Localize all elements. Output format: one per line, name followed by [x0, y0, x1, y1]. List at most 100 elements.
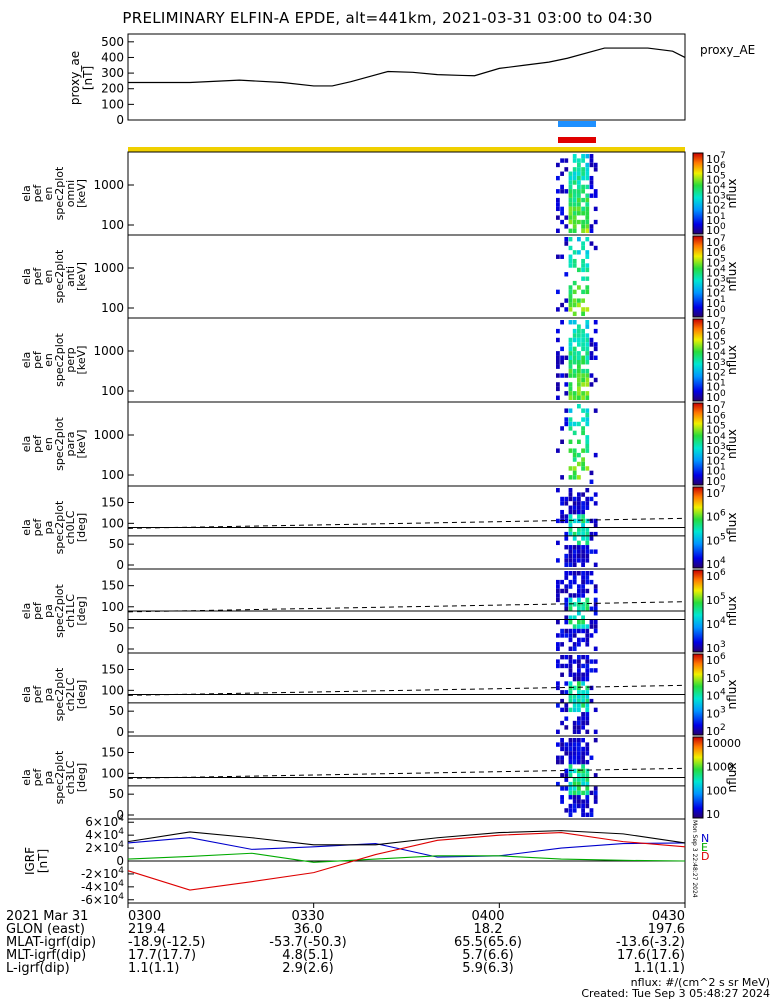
- spectrogram-cell: [560, 746, 564, 752]
- orbit-yellow-bar: [128, 147, 685, 152]
- spectrogram-cell: [572, 421, 577, 427]
- spectrogram-cell: [589, 536, 594, 541]
- spectrogram-cell: [593, 167, 598, 172]
- spectrogram-cell: [585, 571, 590, 576]
- spectrogram-cell: [577, 193, 581, 198]
- ephemeris-value: 197.6: [648, 922, 685, 937]
- spectrogram-cell: [564, 514, 569, 519]
- spectrogram-cell: [581, 628, 585, 634]
- spectrogram-cell: [568, 171, 573, 176]
- igrf-legend-D: D: [701, 850, 709, 863]
- spectrogram-cell: [568, 694, 573, 699]
- pa-anti-losscone-line: [127, 517, 686, 529]
- spectrogram-ylabel-line: pa: [42, 688, 55, 702]
- spectrogram-cell: [564, 619, 569, 625]
- spectrogram-cell: [568, 553, 573, 559]
- spectrogram-cell: [593, 773, 598, 778]
- spectrogram-cell: [577, 690, 581, 695]
- spectrogram-cell: [581, 189, 585, 194]
- spectrogram-cell: [560, 738, 564, 743]
- spectrogram-cell: [577, 795, 581, 800]
- spectrogram-cell: [577, 285, 581, 290]
- spectrogram-cell: [585, 360, 590, 365]
- spectrogram-ylabel-line: [deg]: [75, 513, 88, 542]
- spectrogram-cell: [577, 663, 581, 669]
- spectrogram-cell: [577, 593, 581, 598]
- spectrogram-ylabel-line: pef: [31, 518, 44, 537]
- spectrogram-cell: [577, 180, 581, 185]
- colorbar-tick-label: 102: [706, 285, 726, 300]
- colorbar-tick-label: 104: [706, 556, 726, 571]
- spectrogram-cell: [593, 729, 598, 734]
- spectrogram-cell: [568, 193, 573, 198]
- spectrogram-cell: [572, 646, 577, 651]
- spectrogram-cell: [585, 224, 590, 229]
- colorbar-tick-label: 105: [706, 171, 726, 186]
- spectrogram-cell: [585, 202, 590, 207]
- spectrogram-cell: [581, 553, 585, 559]
- ephemeris-value: 18.2: [474, 922, 503, 937]
- colorbar-tick-label: 103: [706, 358, 726, 373]
- spectrogram-cell: [577, 549, 581, 554]
- spectrogram-cell: [560, 707, 564, 713]
- spectrogram-cell: [581, 575, 585, 580]
- spectrogram-cell: [556, 202, 560, 207]
- spectrogram-cell: [556, 579, 560, 585]
- spectrogram-cell: [556, 206, 560, 212]
- spectrogram-cell: [568, 518, 573, 524]
- colorbar: [692, 402, 704, 486]
- spectrogram-cell: [572, 755, 577, 760]
- spectrogram-ylabel-line: ela: [20, 352, 33, 369]
- spectrogram-cell: [577, 250, 581, 255]
- spectrogram-cell: [589, 180, 594, 185]
- spectrogram-cell: [564, 588, 569, 594]
- spectrogram-cell: [585, 812, 590, 817]
- created-note: Created: Tue Sep 3 05:48:27 2024: [581, 987, 770, 1000]
- spectrogram-cell: [577, 237, 581, 242]
- colorbar-tick-label: 100: [706, 305, 726, 320]
- spectrogram-cell: [556, 518, 560, 524]
- spectrogram-cell: [585, 676, 590, 682]
- spectrogram-cell: [577, 364, 581, 369]
- spectrogram-cell: [577, 751, 581, 756]
- colorbar-tick-label: 104: [706, 264, 726, 279]
- spectrogram-cell: [577, 624, 581, 629]
- spectrogram-cell: [593, 628, 598, 634]
- spectrogram-cell: [564, 663, 569, 669]
- spectrogram-cell: [585, 712, 590, 717]
- spectrogram-cell: [593, 584, 598, 589]
- spectrogram-cell: [572, 457, 577, 462]
- spectrogram-cell: [585, 219, 590, 225]
- spectrogram-cell: [568, 597, 573, 603]
- spectrogram-cell: [593, 328, 598, 334]
- spectrogram-cell: [572, 575, 577, 580]
- spectrogram-cell: [560, 219, 564, 225]
- spectrogram-ylabel-line: ela: [20, 268, 33, 285]
- spectrogram-cell: [572, 430, 577, 436]
- spectrogram-cell: [577, 659, 581, 664]
- spectrogram-cell: [585, 803, 590, 809]
- spectrogram-ytick-label: 0: [116, 558, 124, 572]
- spectrogram-cell: [564, 690, 569, 695]
- spectrogram-cell: [593, 786, 598, 791]
- colorbar-tick-label: 107: [706, 401, 726, 416]
- ephemeris-value: 1.1(1.1): [634, 961, 686, 976]
- igrf-series-D: [127, 832, 686, 891]
- spectrogram-ylabel-line: [deg]: [75, 596, 88, 625]
- spectrogram-cell: [581, 368, 585, 374]
- spectrogram-cell: [581, 408, 585, 413]
- spectrogram-cell: [568, 663, 573, 669]
- spectrogram-cell: [564, 571, 569, 576]
- spectrogram-cell: [568, 346, 573, 352]
- spectrogram-ylabel-line: spec2plot: [53, 667, 66, 721]
- spectrogram-cell: [581, 663, 585, 669]
- spectrogram-cell: [556, 386, 560, 392]
- spectrogram-cell: [560, 171, 564, 176]
- spectrogram-cell: [585, 466, 590, 471]
- ephemeris-value: 65.5(65.6): [454, 935, 522, 950]
- spectrogram-cell: [577, 628, 581, 634]
- spectrogram-ytick-label: 50: [109, 621, 124, 635]
- spectrogram-cell: [593, 245, 598, 251]
- spectrogram-cell: [589, 518, 594, 524]
